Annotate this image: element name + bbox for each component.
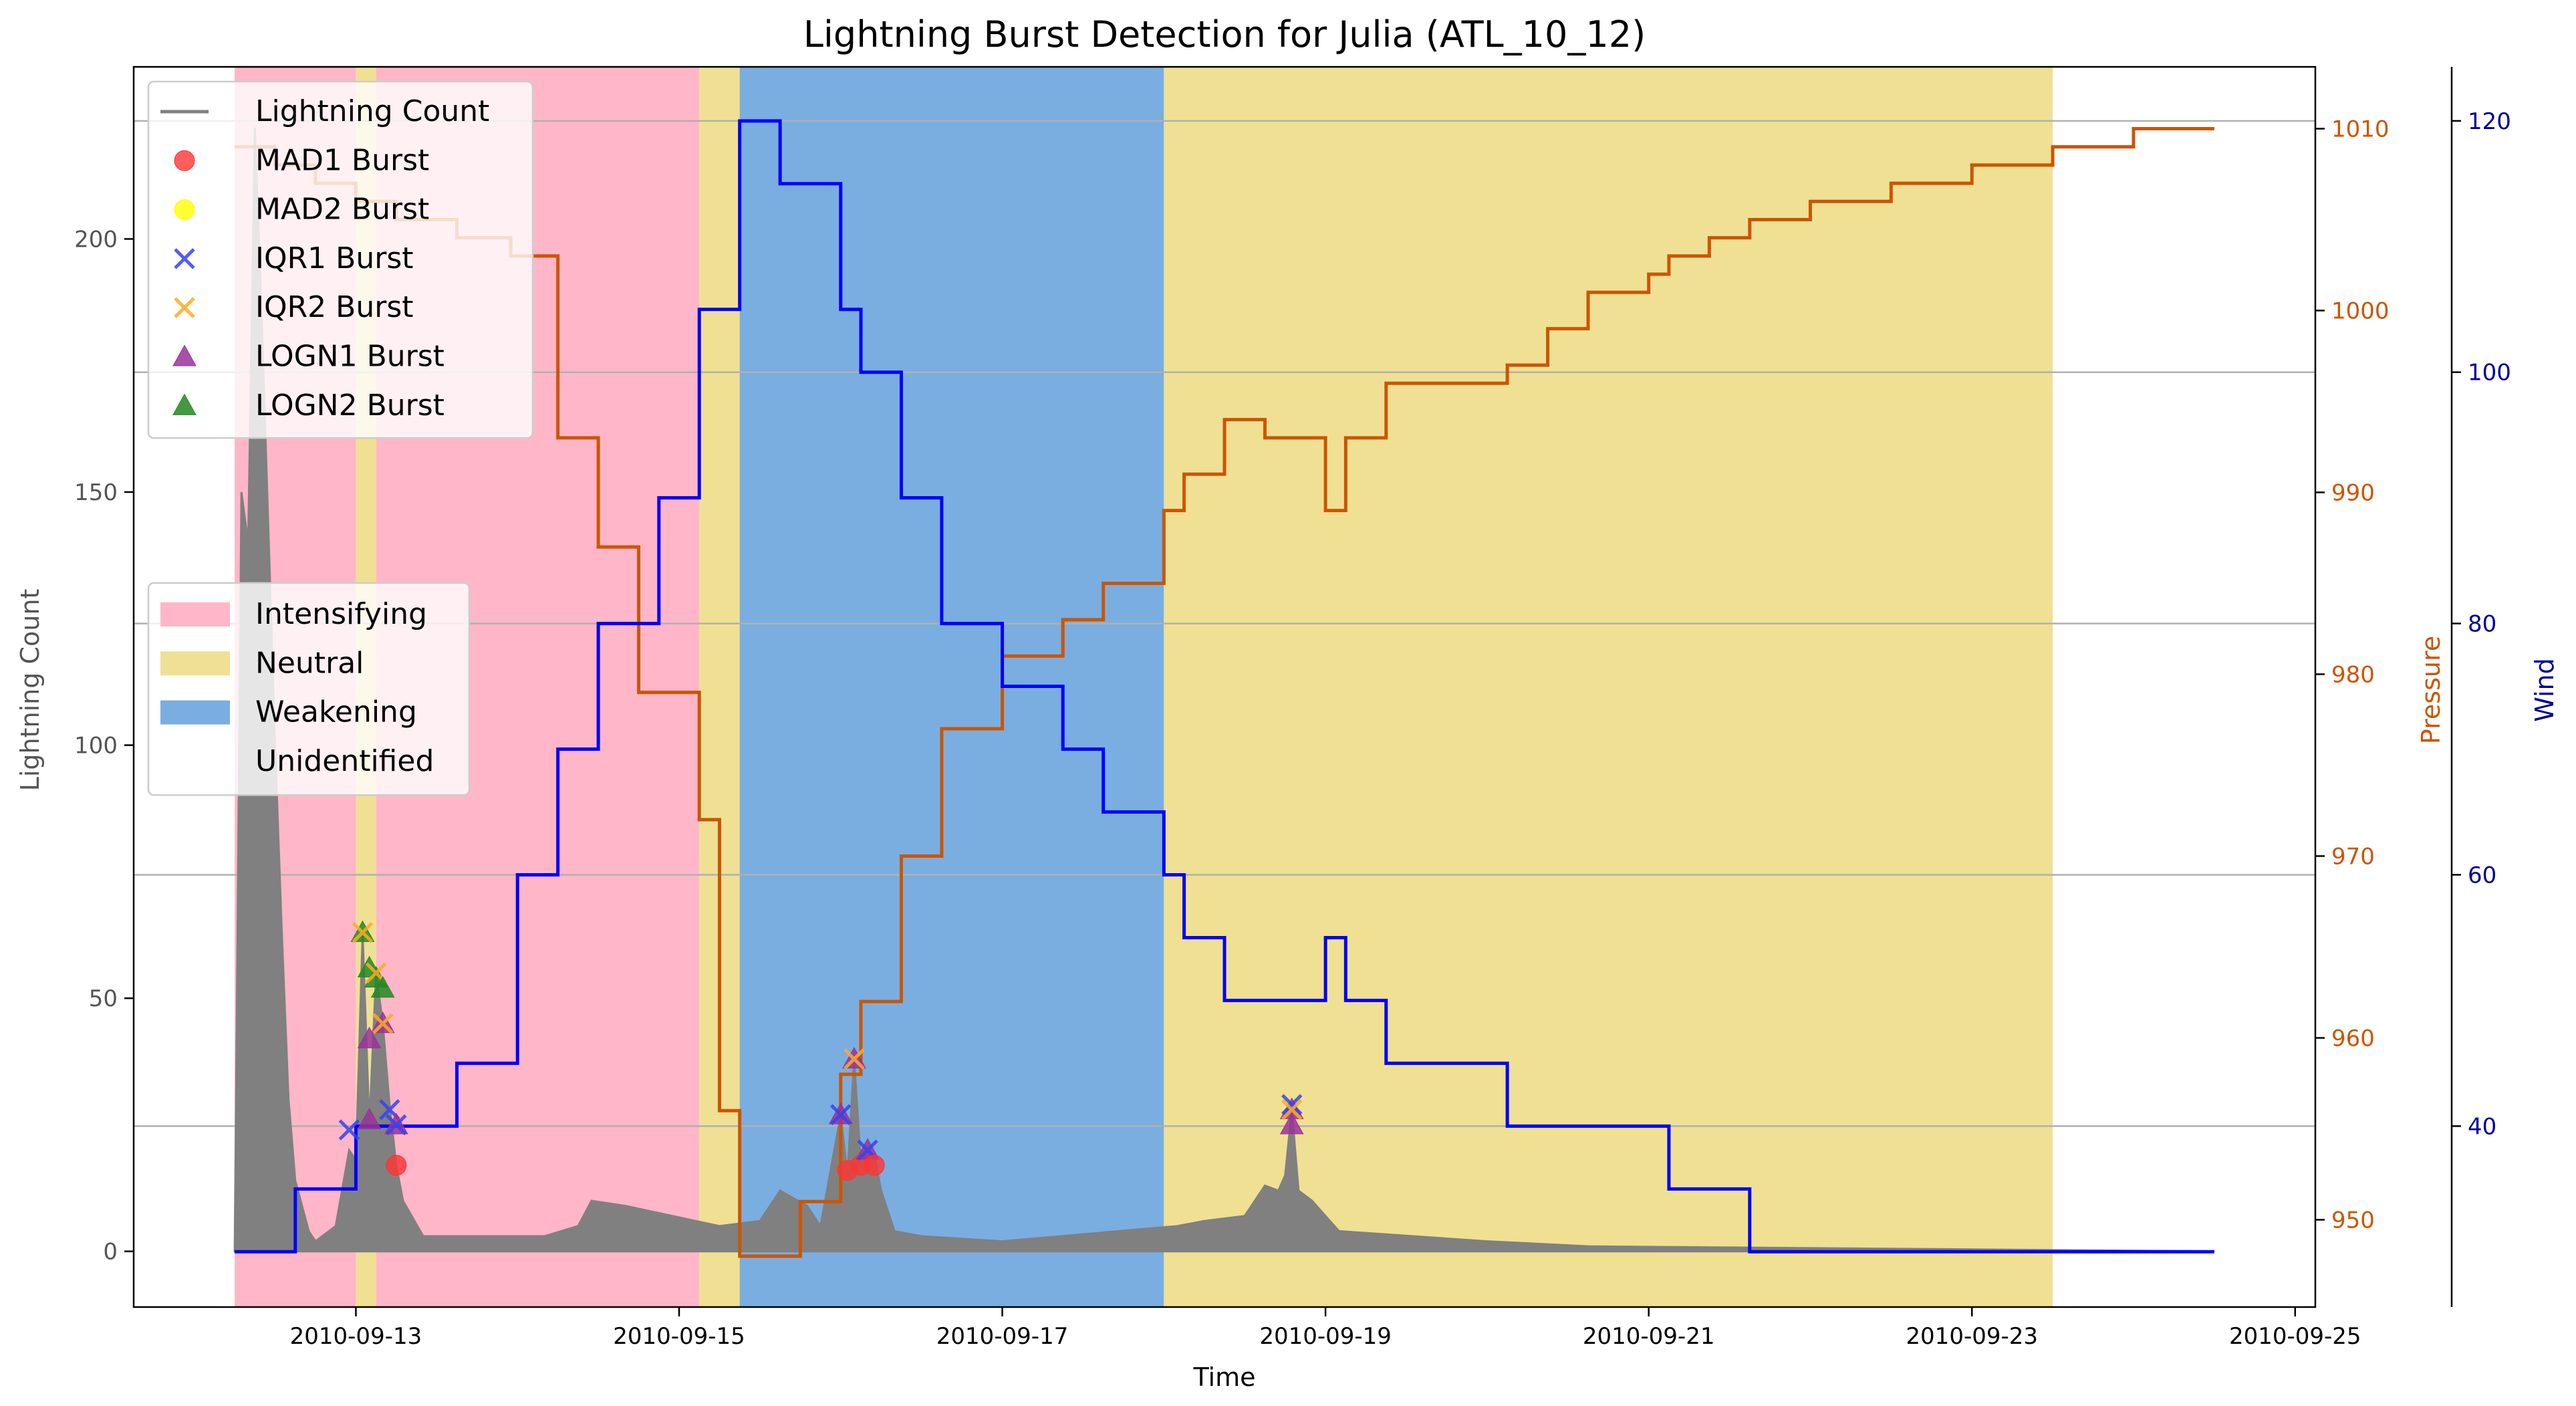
burst-marker-iqr1	[830, 1104, 852, 1126]
legend-marker-swatch	[174, 199, 195, 221]
pressure-tick-label: 970	[2331, 843, 2375, 870]
legend-series-label: MAD1 Burst	[255, 143, 429, 177]
wind-axis-label: Wind	[2530, 658, 2559, 722]
x-tick-label: 2010-09-19	[1259, 1323, 1392, 1350]
burst-marker-logn1	[357, 1107, 382, 1129]
burst-marker-iqr2	[352, 921, 374, 943]
legend-phase-swatch	[160, 602, 230, 626]
burst-marker-logn1	[1279, 1112, 1304, 1135]
legend-marker-swatch	[172, 393, 197, 415]
legend-series-label: MAD2 Burst	[255, 193, 429, 227]
wind-tick-label: 60	[2468, 862, 2496, 889]
legend-series-box	[147, 80, 534, 439]
y-axis-label: Lightning Count	[15, 589, 45, 792]
pressure-wind-series	[235, 119, 2214, 1258]
legend-phases: Intensifying Neutral Weakening Unidentified	[147, 582, 471, 796]
legend-phase-label: Unidentified	[255, 744, 434, 778]
wind-line	[235, 119, 2214, 1254]
burst-marker-iqr2	[1281, 1098, 1303, 1121]
x-tick-label: 2010-09-15	[613, 1323, 745, 1350]
pressure-tick-label: 990	[2331, 479, 2375, 506]
legend-marker-swatch	[174, 150, 195, 171]
legend-series-label: Lightning Count	[255, 94, 489, 128]
y-tick-label: 100	[74, 733, 118, 759]
legend-marker-swatch	[174, 297, 195, 318]
burst-marker-iqr2	[844, 1048, 865, 1070]
wind-tick-label: 80	[2468, 611, 2496, 638]
burst-marker-iqr2	[372, 1013, 394, 1034]
burst-marker-mad1	[864, 1155, 885, 1176]
burst-markers	[338, 920, 1304, 1181]
burst-marker-iqr1	[386, 1114, 407, 1136]
legend-phase-swatch	[160, 700, 230, 725]
burst-marker-mad1	[386, 1155, 407, 1176]
x-tick-label: 2010-09-13	[290, 1323, 422, 1350]
burst-marker-iqr1	[1281, 1094, 1303, 1115]
legend-marker-swatch	[172, 344, 197, 366]
phase-band-neutral	[699, 67, 740, 1307]
pressure-tick-label: 960	[2331, 1025, 2375, 1052]
plot-frame	[132, 66, 2317, 1308]
legend-phase-label: Neutral	[255, 646, 364, 680]
legend-marker-swatch	[174, 248, 195, 269]
legend-phase-label: Weakening	[255, 695, 417, 729]
chart-title: Lightning Burst Detection for Julia (ATL…	[803, 13, 1646, 55]
x-tick-label: 2010-09-21	[1583, 1323, 1715, 1350]
legend-phase-swatch	[160, 651, 230, 676]
pressure-line	[235, 126, 2214, 1258]
legend-series-label: LOGN1 Burst	[255, 340, 444, 374]
pressure-tick-label: 950	[2331, 1207, 2375, 1234]
x-tick-label: 2010-09-23	[1906, 1323, 2038, 1350]
legend-phases-box	[147, 582, 471, 796]
legend-phase-label: Intensifying	[255, 597, 427, 631]
legend-series-label: LOGN2 Burst	[255, 388, 444, 423]
pressure-tick-label: 1000	[2331, 298, 2390, 324]
burst-marker-iqr1	[338, 1119, 360, 1141]
pressure-tick-label: 980	[2331, 661, 2375, 688]
axes: 2010-09-13 2010-09-15 2010-09-17 2010-09-19…	[74, 66, 2511, 1350]
wind-tick-label: 100	[2468, 360, 2511, 386]
pressure-axis-label: Pressure	[2416, 636, 2446, 744]
x-axis-label: Time	[1193, 1363, 1256, 1392]
y-tick-label: 0	[103, 1239, 118, 1266]
phase-band-weakening	[739, 67, 1164, 1307]
phase-band-neutral	[1164, 67, 2053, 1307]
burst-marker-logn1	[357, 1026, 382, 1048]
y-tick-label: 50	[89, 985, 118, 1012]
legend-phase-swatch	[160, 749, 230, 774]
y-tick-label: 200	[74, 226, 118, 253]
x-tick-label: 2010-09-25	[2229, 1323, 2361, 1350]
x-tick-label: 2010-09-17	[936, 1323, 1069, 1350]
wind-tick-label: 120	[2468, 108, 2511, 135]
pressure-tick-label: 1010	[2331, 116, 2390, 142]
legend-series-label: IQR1 Burst	[255, 241, 414, 275]
legend-series-label: IQR2 Burst	[255, 290, 414, 324]
wind-tick-label: 40	[2468, 1113, 2496, 1140]
y-tick-label: 150	[74, 479, 118, 506]
legend-series: Lightning Count MAD1 Burst MAD2 Burst IQR1 …	[147, 80, 534, 439]
burst-marker-logn2	[370, 975, 395, 998]
